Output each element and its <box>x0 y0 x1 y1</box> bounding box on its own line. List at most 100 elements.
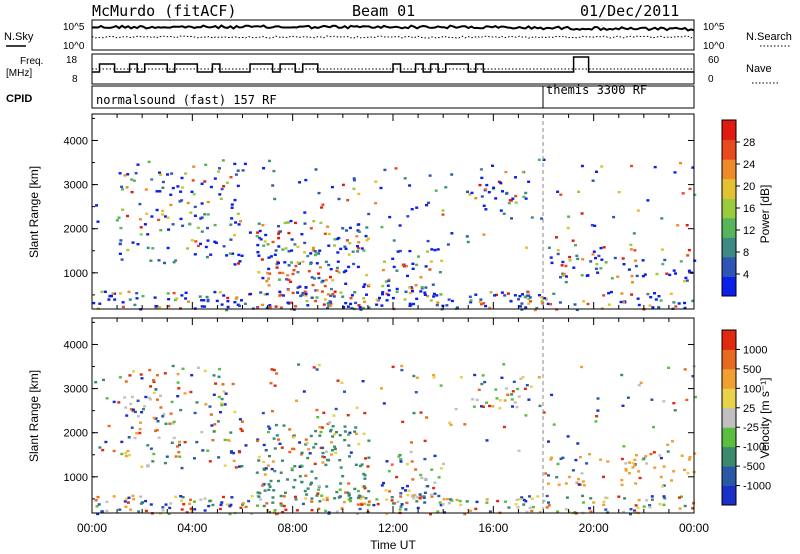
range-cell <box>396 250 400 253</box>
range-cell <box>633 458 637 462</box>
range-cell <box>307 270 311 273</box>
range-cell <box>648 304 652 307</box>
range-cell <box>403 177 407 180</box>
range-cell <box>514 194 518 198</box>
range-cell <box>367 306 371 309</box>
range-cell <box>320 426 324 429</box>
range-cell <box>139 495 143 498</box>
range-cell <box>480 405 483 408</box>
range-cell <box>131 409 135 413</box>
range-cell <box>199 242 202 246</box>
range-cell <box>399 495 403 498</box>
range-cell <box>294 498 298 501</box>
range-cell <box>305 493 309 496</box>
range-cell <box>634 504 638 507</box>
range-cell <box>517 395 521 398</box>
range-cell <box>339 247 343 251</box>
range-cell <box>170 441 174 444</box>
range-cell <box>304 286 308 289</box>
range-cell <box>195 401 199 404</box>
range-cell <box>118 172 122 175</box>
range-cell <box>325 496 329 500</box>
range-cell <box>327 304 331 308</box>
range-cell <box>279 503 283 507</box>
range-cell <box>671 440 674 443</box>
range-cell <box>125 497 128 501</box>
range-cell <box>263 293 267 296</box>
range-cell <box>152 416 156 420</box>
range-cell <box>131 494 135 498</box>
range-cell <box>356 250 360 253</box>
range-cell <box>243 302 247 305</box>
range-cell <box>179 190 183 193</box>
range-cell <box>121 301 125 304</box>
range-cell <box>415 263 419 267</box>
range-cell <box>136 399 140 402</box>
range-cell <box>622 263 626 266</box>
range-cell <box>323 232 327 235</box>
range-cell <box>264 233 268 237</box>
range-cell <box>225 308 229 312</box>
range-cell <box>317 485 321 488</box>
range-cell <box>404 489 407 492</box>
range-cell <box>540 217 544 220</box>
velocity-x-ticks <box>91 318 695 513</box>
range-cell <box>143 405 146 408</box>
range-cell <box>485 439 489 442</box>
range-cell <box>415 376 419 379</box>
range-cell <box>180 466 184 470</box>
colorbar-tick-label: 20 <box>743 181 755 193</box>
range-cell <box>117 216 121 219</box>
range-cell <box>448 421 452 424</box>
range-cell <box>339 291 343 294</box>
range-cell <box>530 509 534 513</box>
range-cell <box>238 465 241 468</box>
range-cell <box>292 436 296 439</box>
colorbar-tick-label: -100 <box>743 442 765 454</box>
range-cell <box>420 285 424 289</box>
range-cell <box>148 368 152 372</box>
range-cell <box>330 185 334 189</box>
range-cell <box>293 465 297 468</box>
range-cell <box>546 302 550 306</box>
x-tick-label: 08:00 <box>278 521 308 535</box>
range-cell <box>189 211 193 214</box>
range-cell <box>387 470 391 473</box>
range-cell <box>277 236 281 240</box>
range-cell <box>237 223 241 226</box>
range-cell <box>300 233 304 236</box>
range-cell <box>146 246 150 250</box>
range-cell <box>327 263 331 267</box>
range-cell <box>480 382 484 386</box>
range-cell <box>244 444 248 447</box>
range-cell <box>517 298 520 301</box>
range-cell <box>317 191 321 195</box>
range-cell <box>231 382 235 386</box>
x-tick-label: 00:00 <box>679 521 709 535</box>
range-cell <box>511 405 514 408</box>
range-cell <box>441 209 445 212</box>
range-cell <box>166 216 170 219</box>
range-cell <box>236 184 240 188</box>
range-cell <box>632 232 636 235</box>
range-cell <box>158 306 162 309</box>
range-cell <box>506 393 510 396</box>
range-cell <box>328 421 332 424</box>
range-cell <box>127 454 131 457</box>
range-cell <box>134 172 138 175</box>
range-cell <box>310 296 314 299</box>
range-cell <box>181 367 185 370</box>
range-cell <box>665 272 669 275</box>
range-cell <box>493 294 497 297</box>
range-cell <box>152 380 156 383</box>
range-cell <box>319 221 323 225</box>
range-cell <box>205 295 209 299</box>
range-cell <box>444 186 448 189</box>
range-cell <box>468 193 472 196</box>
range-cell <box>655 272 659 276</box>
range-cell <box>355 432 358 436</box>
range-cell <box>174 455 178 458</box>
range-cell <box>430 468 434 471</box>
range-cell <box>184 297 188 300</box>
range-cell <box>255 471 259 474</box>
